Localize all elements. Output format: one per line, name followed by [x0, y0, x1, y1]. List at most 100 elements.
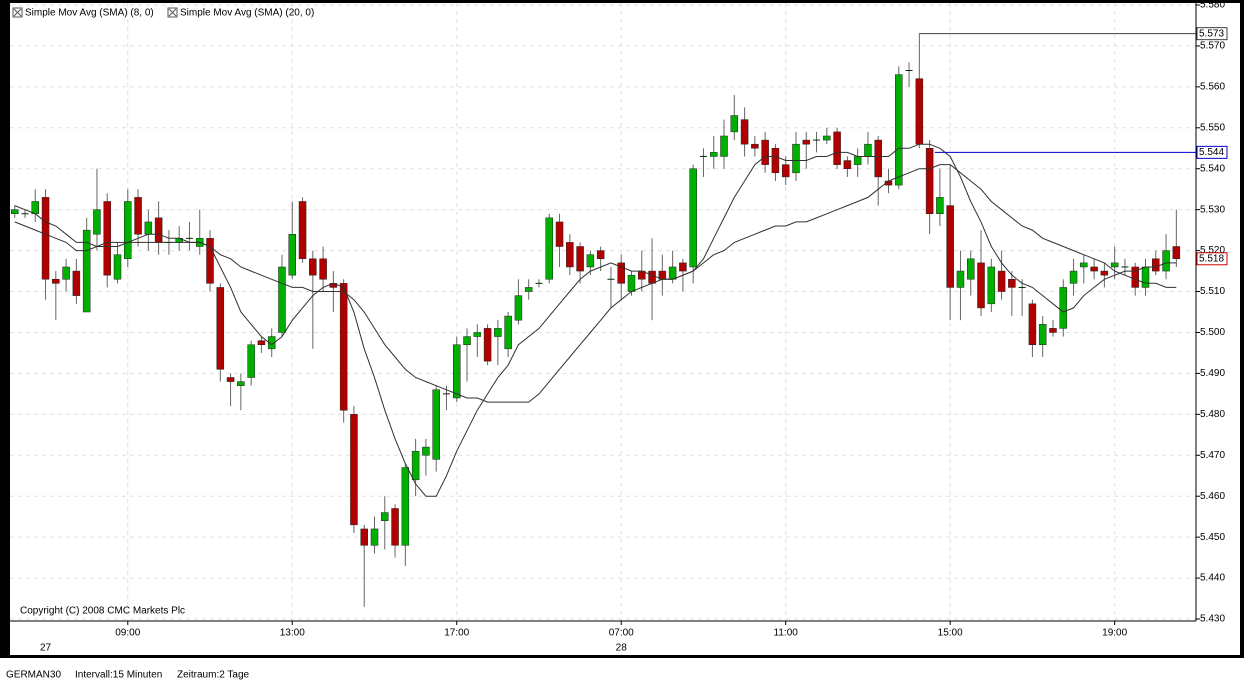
- y-tick-label: 5.440: [1200, 573, 1225, 584]
- y-tick-label: 5.450: [1200, 532, 1225, 543]
- x-tick-label: 07:00: [609, 628, 634, 639]
- legend: Simple Mov Avg (SMA) (8, 0) Simple Mov A…: [12, 7, 314, 19]
- candle-body: [1018, 286, 1026, 288]
- candle-body: [1069, 270, 1078, 284]
- candle-body: [771, 148, 780, 174]
- candle-body: [473, 332, 482, 337]
- candle-body: [576, 246, 584, 272]
- candle-body: [247, 344, 255, 378]
- candle-body: [452, 344, 461, 399]
- y-tick-label: 5.520: [1200, 245, 1225, 256]
- candle-body: [288, 233, 297, 276]
- candle-body: [1090, 266, 1098, 272]
- candle-body: [267, 336, 276, 350]
- y-tick-label: 5.510: [1200, 286, 1225, 297]
- candle-body: [1059, 287, 1068, 329]
- candle-body: [10, 209, 19, 215]
- candle-body: [977, 262, 985, 309]
- candle-body: [514, 295, 523, 321]
- candle-body: [103, 201, 111, 276]
- candle-body: [216, 287, 225, 370]
- candle-body: [997, 270, 1006, 292]
- candle-body: [740, 119, 749, 145]
- candle-body: [1152, 258, 1160, 272]
- candle-body: [1141, 266, 1150, 288]
- candle-body: [62, 266, 70, 280]
- candle-body: [504, 315, 512, 350]
- y-tick-label: 5.530: [1200, 204, 1225, 215]
- candle-body: [596, 250, 605, 260]
- candle-body: [720, 135, 728, 157]
- candle-body: [257, 340, 266, 345]
- y-tick-label: 5.560: [1200, 82, 1225, 93]
- candle-body: [298, 201, 307, 260]
- candle-body: [915, 78, 924, 145]
- candle-body: [21, 213, 29, 215]
- candle-body: [761, 139, 769, 165]
- y-tick-label: 5.470: [1200, 450, 1225, 461]
- y-tick-label: 5.540: [1200, 163, 1225, 174]
- candle-body: [709, 152, 718, 157]
- y-tick-label: 5.490: [1200, 368, 1225, 379]
- legend-check: [13, 8, 22, 17]
- sma-line: [14, 164, 1177, 403]
- copyright: Copyright (C) 2008 CMC Markets Plc: [20, 606, 185, 617]
- candle-body: [966, 258, 975, 280]
- x-tick-label: 17:00: [444, 628, 469, 639]
- candle-body: [1008, 279, 1016, 288]
- candle-body: [226, 377, 235, 382]
- x-tick-label: 09:00: [115, 628, 140, 639]
- candle-body: [802, 139, 811, 145]
- y-tick-label: 5.480: [1200, 409, 1225, 420]
- candle-body: [689, 168, 697, 268]
- candle-body: [648, 270, 656, 284]
- candle-body: [627, 274, 636, 292]
- candle-body: [206, 238, 214, 284]
- y-tick-label: 5.460: [1200, 491, 1225, 502]
- candle-body: [185, 237, 193, 239]
- price-box: [1196, 252, 1228, 266]
- candle-body: [432, 389, 440, 460]
- candle-body: [823, 135, 831, 141]
- candle-body: [41, 197, 50, 280]
- candle-body: [1100, 270, 1109, 276]
- candle-body: [339, 283, 348, 411]
- candle-body: [607, 278, 615, 280]
- candle-body: [853, 156, 862, 165]
- candle-body: [52, 279, 60, 284]
- candle-body: [72, 270, 81, 296]
- x-tick-label: 11:00: [774, 628, 799, 639]
- candle-body: [134, 197, 142, 235]
- candle-body: [1028, 303, 1037, 345]
- candle-body: [411, 450, 420, 481]
- candle-body: [1080, 262, 1088, 268]
- candle-body: [956, 270, 965, 288]
- candle-body: [586, 254, 595, 268]
- candle-body: [1038, 324, 1047, 345]
- candle-body: [93, 209, 101, 235]
- candle-body: [864, 143, 872, 157]
- footer-interval: Intervall:15 Minuten: [75, 670, 162, 681]
- candle-body: [699, 155, 707, 157]
- x-tick-label: 15:00: [938, 628, 963, 639]
- candle-body: [730, 115, 739, 133]
- candle-body: [82, 229, 91, 313]
- candle-body: [679, 262, 687, 272]
- price-box: [1196, 145, 1228, 159]
- y-tick-label: 5.430: [1200, 614, 1225, 625]
- candle-body: [1172, 246, 1181, 260]
- candle-body: [31, 201, 40, 215]
- candle-body: [524, 287, 533, 292]
- candle-body: [381, 512, 389, 522]
- candle-body: [545, 217, 554, 280]
- candle-body: [987, 266, 996, 305]
- candle-body: [946, 205, 954, 288]
- y-tick-label: 5.550: [1200, 122, 1225, 133]
- y-tick-label: 5.580: [1200, 0, 1225, 11]
- candle-body: [751, 143, 759, 149]
- candle-body: [319, 258, 327, 280]
- candle-body: [936, 197, 944, 215]
- candle-body: [154, 217, 163, 243]
- candle-body: [350, 414, 358, 526]
- candle-body: [278, 266, 286, 333]
